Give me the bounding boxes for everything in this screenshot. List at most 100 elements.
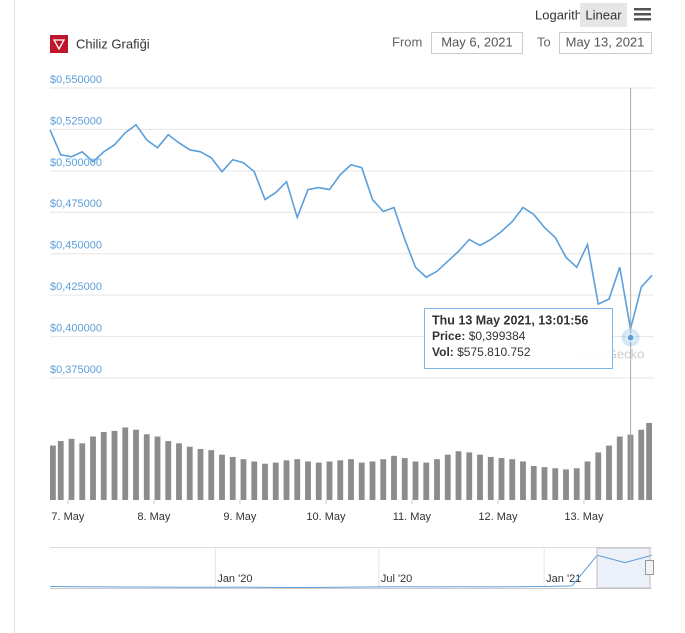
volume-bar bbox=[133, 429, 139, 500]
linear-button-bg[interactable] bbox=[580, 3, 627, 27]
volume-bar bbox=[348, 459, 354, 500]
tooltip-box bbox=[424, 308, 613, 369]
volume-bar bbox=[79, 443, 86, 500]
to-label: To bbox=[537, 34, 551, 49]
price-line bbox=[49, 123, 653, 330]
x-tick-label: 9. May bbox=[223, 511, 257, 523]
volume-bar bbox=[337, 460, 344, 500]
y-tick-label: $0,425000 bbox=[50, 281, 102, 293]
volume-bar bbox=[122, 427, 129, 500]
volume-bar bbox=[498, 458, 505, 500]
volume-bar bbox=[552, 468, 559, 500]
coin-icon-mark bbox=[52, 39, 66, 51]
navigator-line bbox=[49, 554, 653, 588]
menu-bar bbox=[634, 18, 651, 21]
chart-title: Chiliz Grafiği bbox=[76, 36, 150, 51]
volume-bar bbox=[143, 434, 150, 500]
hover-marker bbox=[626, 333, 635, 342]
y-tick-label: $0,375000 bbox=[50, 364, 102, 376]
volume-bar bbox=[229, 456, 236, 500]
volume-bar bbox=[154, 436, 161, 500]
volume-bar bbox=[326, 461, 333, 500]
volume-bar bbox=[111, 430, 118, 500]
from-input[interactable] bbox=[431, 32, 523, 54]
volume-bar bbox=[444, 454, 451, 500]
navigator-tick-label: Jul '20 bbox=[381, 573, 412, 585]
x-tick-label: 7. May bbox=[51, 511, 85, 523]
volume-bar bbox=[477, 454, 483, 500]
volume-bar bbox=[283, 460, 290, 500]
to-date[interactable]: May 13, 2021 bbox=[566, 34, 645, 49]
volume-bar bbox=[563, 469, 569, 500]
volume-bar bbox=[573, 468, 580, 500]
tooltip-label: Price: bbox=[432, 329, 465, 343]
x-tick-label: 13. May bbox=[564, 511, 604, 523]
y-tick-label: $0,500000 bbox=[50, 157, 102, 169]
volume-bar bbox=[219, 454, 225, 500]
volume-bar bbox=[412, 461, 419, 500]
menu-bar bbox=[634, 13, 651, 16]
volume-bar bbox=[380, 459, 387, 500]
tooltip-label: Vol: bbox=[432, 345, 454, 359]
menu-bar bbox=[634, 8, 651, 11]
volume-bar bbox=[315, 462, 322, 500]
volume-bar bbox=[616, 436, 623, 500]
volume-bar bbox=[197, 449, 204, 500]
volume-bar bbox=[50, 445, 56, 500]
volume-bar bbox=[434, 459, 440, 500]
volume-bar bbox=[165, 441, 172, 500]
volume-bar bbox=[606, 445, 612, 500]
volume-bar bbox=[294, 459, 301, 500]
volume-bar bbox=[423, 462, 430, 500]
volume-bar bbox=[208, 450, 215, 500]
x-tick-label: 8. May bbox=[137, 511, 171, 523]
linear-button[interactable]: Linear bbox=[585, 7, 622, 22]
tooltip-value: $575.810.752 bbox=[457, 345, 531, 359]
volume-bar bbox=[100, 432, 107, 500]
volume-bar bbox=[401, 458, 408, 500]
volume-bar bbox=[369, 461, 376, 500]
volume-bar bbox=[262, 463, 268, 500]
volume-bar bbox=[520, 461, 526, 500]
volume-bar bbox=[487, 456, 494, 500]
y-tick-label: $0,475000 bbox=[50, 198, 102, 210]
volume-bar bbox=[305, 461, 311, 500]
volume-bar bbox=[509, 459, 516, 500]
volume-bar bbox=[57, 441, 64, 500]
volume-bar bbox=[251, 461, 258, 500]
volume-bar bbox=[466, 452, 473, 500]
from-label: From bbox=[392, 34, 422, 49]
volume-bar bbox=[90, 436, 96, 500]
volume-bar bbox=[240, 459, 247, 500]
from-date[interactable]: May 6, 2021 bbox=[441, 34, 513, 49]
menu-icon[interactable] bbox=[634, 8, 651, 21]
navigator-tick-label: Jan '21 bbox=[546, 573, 581, 585]
tooltip-value: $0,399384 bbox=[469, 329, 526, 343]
x-tick-label: 12. May bbox=[478, 511, 518, 523]
y-tick-label: $0,400000 bbox=[50, 322, 102, 334]
volume-bar bbox=[595, 452, 602, 500]
navigator-window bbox=[596, 547, 651, 589]
volume-bar bbox=[68, 438, 75, 500]
volume-bar bbox=[391, 455, 397, 500]
volume-bar bbox=[358, 462, 365, 500]
volume-bar bbox=[176, 443, 182, 500]
volume-bar bbox=[584, 461, 591, 500]
y-tick-label: $0,550000 bbox=[50, 74, 102, 86]
volume-bar bbox=[272, 462, 279, 500]
y-tick-label: $0,450000 bbox=[50, 240, 102, 252]
tooltip-title: Thu 13 May 2021, 13:01:56 bbox=[432, 313, 588, 327]
to-input[interactable] bbox=[559, 32, 652, 54]
tooltip-row: Vol: $575.810.752 bbox=[432, 345, 531, 359]
volume-bar bbox=[530, 466, 537, 500]
x-tick-label: 10. May bbox=[306, 511, 346, 523]
volume-bar bbox=[186, 446, 193, 500]
x-tick-label: 11. May bbox=[393, 511, 432, 523]
volume-bar bbox=[455, 451, 462, 500]
volume-bar bbox=[638, 429, 645, 500]
tooltip-row: Price: $0,399384 bbox=[432, 329, 526, 343]
volume-bar bbox=[541, 467, 548, 500]
navigator-tick-label: Jan '20 bbox=[217, 573, 252, 585]
y-tick-label: $0,525000 bbox=[50, 115, 102, 127]
